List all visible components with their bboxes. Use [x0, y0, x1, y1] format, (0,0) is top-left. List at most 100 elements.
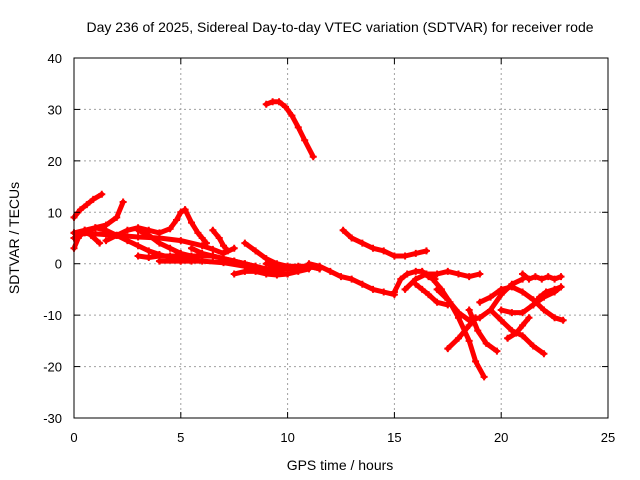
data-point	[113, 213, 121, 221]
data-point	[309, 153, 317, 161]
y-tick-label: -20	[43, 360, 62, 375]
data-point	[102, 237, 110, 245]
data-point	[525, 314, 533, 322]
data-point	[454, 270, 462, 278]
data-point	[529, 342, 537, 350]
data-point	[123, 226, 131, 234]
data-point	[369, 244, 377, 252]
data-point	[542, 288, 550, 296]
data-point	[433, 298, 441, 306]
data-point	[181, 206, 189, 214]
data-point	[134, 233, 142, 241]
x-tick-label: 25	[601, 430, 615, 445]
data-point	[113, 231, 121, 239]
data-point	[252, 267, 260, 275]
data-point	[557, 273, 565, 281]
data-point	[529, 301, 537, 309]
data-point	[397, 275, 405, 283]
data-point	[187, 219, 195, 227]
series-arc-18	[340, 227, 429, 259]
data-point	[444, 296, 452, 304]
data-point	[224, 247, 232, 255]
data-point	[358, 280, 366, 288]
data-point	[540, 306, 548, 314]
series-arc-1	[71, 191, 105, 220]
data-point	[476, 298, 484, 306]
data-point	[422, 247, 430, 255]
data-point	[512, 329, 520, 337]
data-point	[198, 242, 206, 250]
data-point	[273, 271, 281, 279]
data-point	[519, 321, 527, 329]
x-axis-label: GPS time / hours	[287, 457, 394, 473]
y-axis-label: SDTVAR / TECUs	[6, 182, 22, 294]
data-point	[281, 103, 289, 111]
data-point	[551, 275, 559, 283]
data-point	[177, 257, 185, 265]
data-point	[504, 334, 512, 342]
data-point	[540, 350, 548, 358]
data-point	[262, 100, 270, 108]
data-point	[220, 255, 228, 263]
series-arc-3	[71, 230, 237, 256]
data-point	[390, 252, 398, 260]
y-tick-label: 20	[48, 154, 62, 169]
data-point	[337, 273, 345, 281]
data-point	[241, 260, 249, 268]
data-point	[134, 226, 142, 234]
data-point	[155, 239, 163, 247]
data-point	[284, 262, 292, 270]
data-point	[220, 242, 228, 250]
data-point	[230, 257, 238, 265]
data-point	[444, 345, 452, 353]
grid-lines	[74, 58, 608, 418]
data-point	[230, 270, 238, 278]
data-point	[358, 239, 366, 247]
data-point	[74, 234, 82, 242]
data-point	[145, 247, 153, 255]
data-point	[187, 252, 195, 260]
data-point	[294, 123, 302, 131]
data-point	[275, 98, 283, 106]
data-point	[209, 245, 217, 253]
data-point	[497, 316, 505, 324]
x-tick-label: 20	[494, 430, 508, 445]
data-point	[284, 270, 292, 278]
data-point	[262, 260, 270, 268]
data-point	[209, 252, 217, 260]
data-point	[403, 270, 411, 278]
data-point	[412, 249, 420, 257]
data-point	[519, 309, 527, 317]
data-point	[89, 195, 97, 203]
data-point	[102, 226, 110, 234]
data-point	[390, 288, 398, 296]
x-tick-label: 5	[177, 430, 184, 445]
data-point	[339, 226, 347, 234]
axis-ticks: 0 5 10 15 20 25 -30 -20 -10 0 10 20 30 40	[43, 51, 615, 445]
data-point	[215, 234, 223, 242]
data-point	[465, 337, 473, 345]
data-point	[155, 229, 163, 237]
data-point	[81, 226, 89, 234]
data-point	[98, 190, 106, 198]
data-point	[380, 288, 388, 296]
x-tick-label: 15	[387, 430, 401, 445]
data-point	[497, 306, 505, 314]
data-point	[187, 244, 195, 252]
data-point	[369, 285, 377, 293]
data-point	[155, 257, 163, 265]
data-point	[123, 237, 131, 245]
data-point	[557, 283, 565, 291]
x-tick-label: 0	[70, 430, 77, 445]
data-point	[177, 208, 185, 216]
data-point	[551, 314, 559, 322]
data-point	[348, 234, 356, 242]
data-point	[91, 224, 99, 232]
data-point	[433, 270, 441, 278]
data-point	[401, 252, 409, 260]
y-tick-label: 0	[55, 257, 62, 272]
data-point	[465, 321, 473, 329]
data-point	[273, 261, 281, 269]
data-point	[536, 293, 544, 301]
series-arc-16	[263, 99, 316, 160]
